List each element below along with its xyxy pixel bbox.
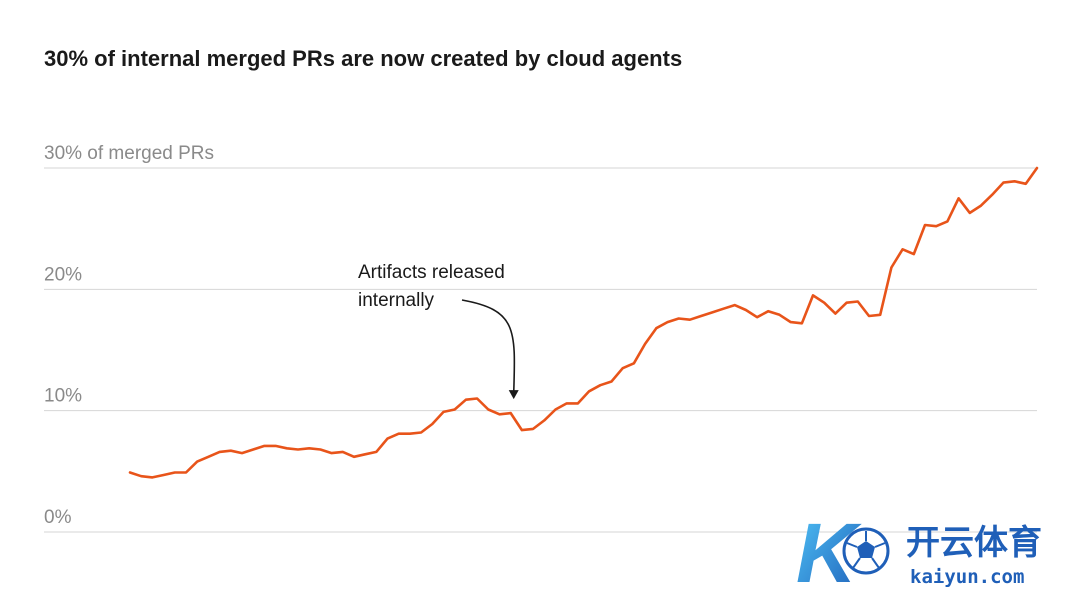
y-tick-label-20: 20% bbox=[44, 264, 82, 285]
annotation-line-1: Artifacts released bbox=[358, 262, 505, 283]
watermark-logo: K 开云体育 kaiyun.com bbox=[796, 506, 1042, 600]
y-tick-label-30: 30% of merged PRs bbox=[44, 143, 214, 164]
annotation-arrow bbox=[461, 299, 516, 394]
annotation: Artifacts released internally bbox=[358, 262, 519, 400]
chart-title: 30% of internal merged PRs are now creat… bbox=[44, 46, 683, 71]
y-tick-label-10: 10% bbox=[44, 386, 82, 407]
series-layer bbox=[128, 166, 1039, 479]
grid-layer bbox=[44, 167, 1037, 533]
watermark-site: kaiyun.com bbox=[910, 566, 1024, 588]
watermark-name: 开云体育 bbox=[906, 524, 1042, 562]
annotation-arrowhead bbox=[508, 390, 519, 400]
series-line bbox=[128, 166, 1039, 479]
y-tick-label-0: 0% bbox=[44, 507, 72, 528]
annotation-line-2: internally bbox=[358, 290, 435, 311]
soccer-ball-icon bbox=[842, 527, 890, 575]
y-tick-labels: 0% 10% 20% 30% of merged PRs bbox=[44, 143, 214, 528]
